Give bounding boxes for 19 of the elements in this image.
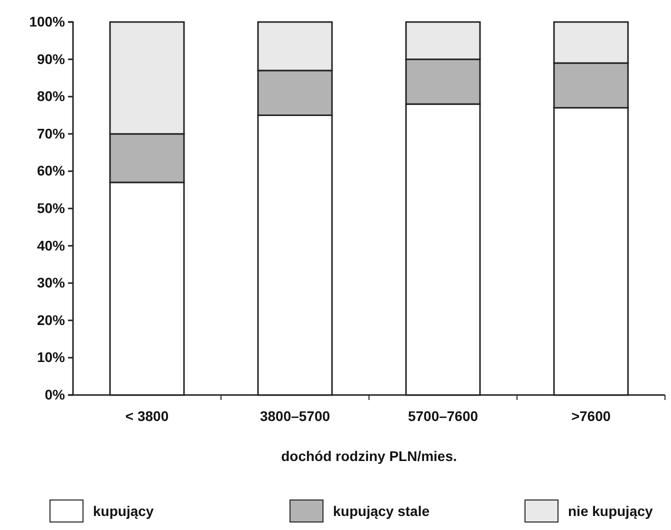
legend-label: kupujący (93, 503, 154, 519)
y-tick-label: 50% (36, 200, 66, 216)
y-tick-label: 10% (36, 349, 66, 366)
y-tick-label: 80% (36, 88, 66, 104)
legend-label: kupujący stale (333, 503, 430, 519)
y-tick-label: 30% (36, 274, 66, 291)
y-tick-label: 40% (36, 237, 66, 254)
y-tick-label: 60% (36, 162, 66, 179)
x-tick-label: < 3800 (125, 408, 169, 424)
x-axis-title: dochód rodziny PLN/mies. (281, 448, 457, 464)
y-tick-label: 0% (44, 386, 66, 402)
y-tick-label: 90% (36, 50, 66, 67)
y-tick-label: 100% (29, 13, 66, 30)
y-tick-label: 20% (36, 312, 66, 328)
x-tick-label: 3800–5700 (260, 408, 330, 424)
y-tick-label: 70% (36, 125, 66, 142)
x-tick-label: 5700–7600 (408, 408, 478, 424)
legend-label: nie kupujący (568, 503, 654, 519)
x-tick-label: >7600 (571, 408, 611, 424)
